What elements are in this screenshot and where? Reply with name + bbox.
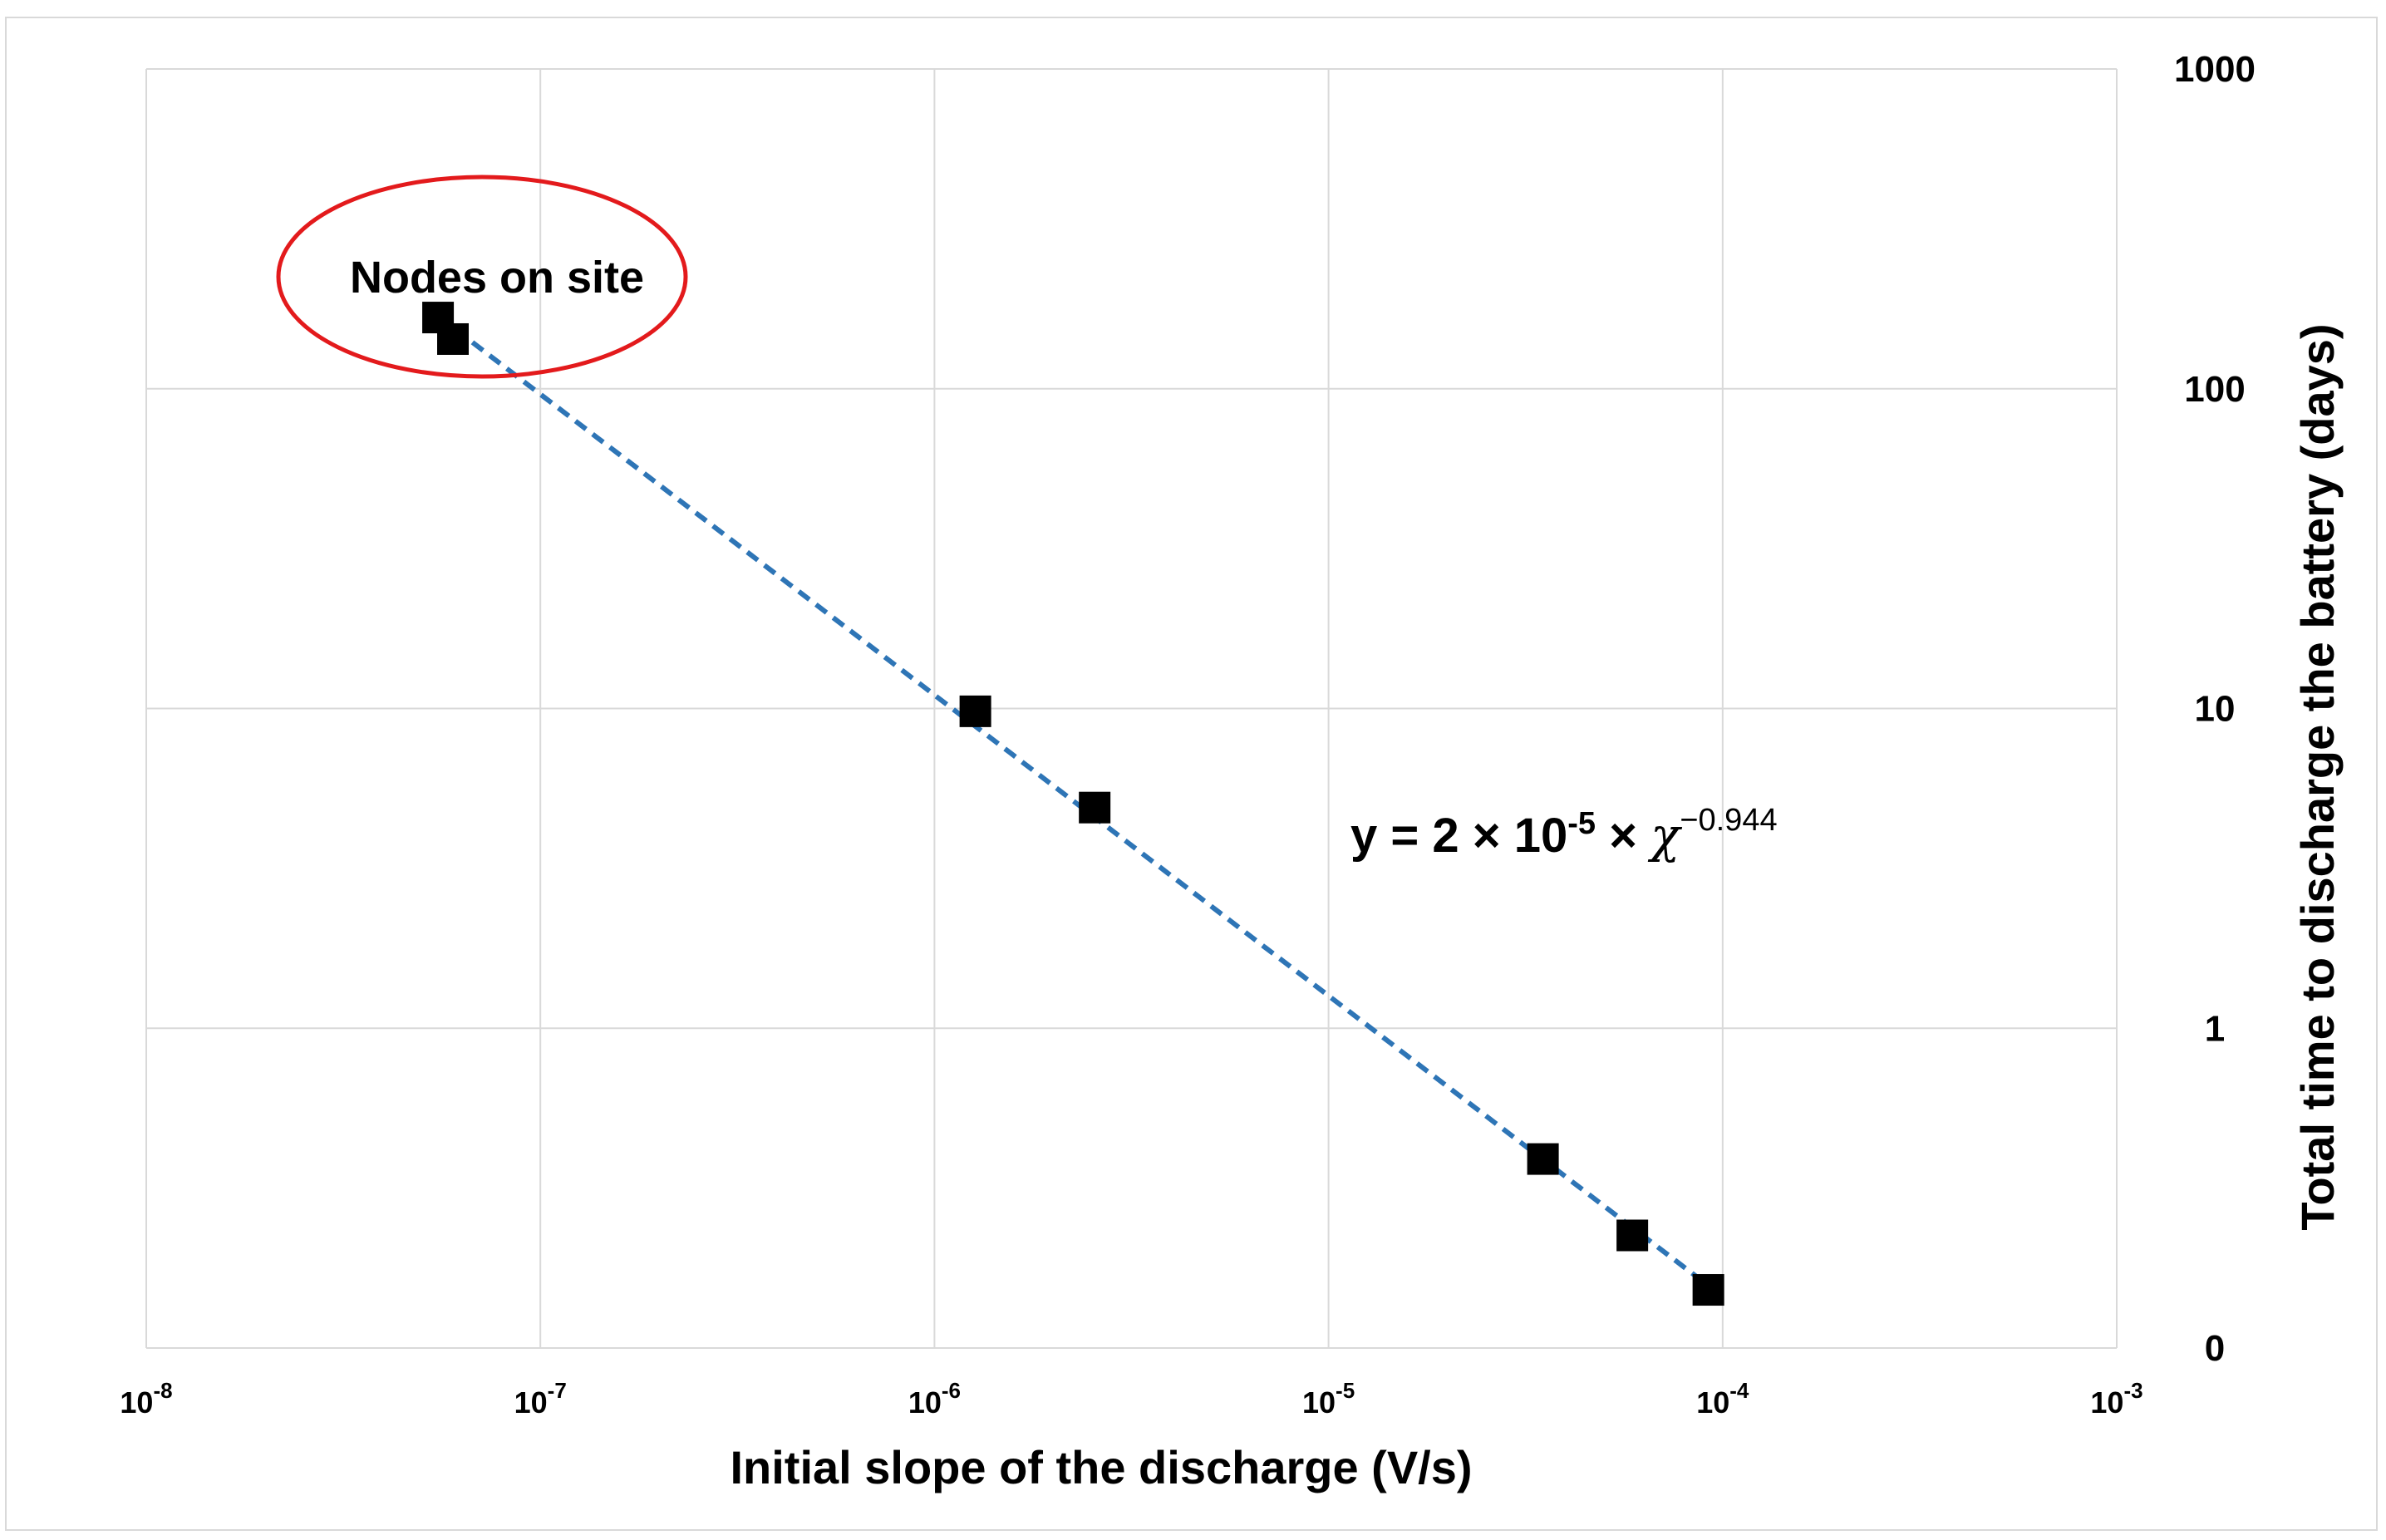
y-axis-label: Total time to discharge the battery (day… [2291,323,2344,1230]
y-tick-label: 100 [2184,369,2245,410]
equation-times: × [1596,809,1651,863]
x-tick-label: 10-6 [908,1378,961,1419]
x-tick-label: 10-4 [1696,1378,1749,1419]
annotation-ellipse [276,175,688,379]
data-points [422,302,1724,1306]
annotation-text: Nodes on site [350,253,644,303]
trendline-group [436,314,1710,1288]
data-point [959,695,991,727]
x-tick-label: 10-3 [2090,1378,2142,1419]
x-tick-label: 10-8 [120,1378,172,1419]
trendline [436,314,1710,1288]
x-axis-label: Initial slope of the discharge (V/s) [730,1441,1472,1493]
equation-lhs: y = 2 × 10 [1350,809,1567,863]
equation-variable: 𝜒 [1647,807,1682,863]
trendline-equation: y = 2 × 10-5 × 𝜒−0.944 [1350,803,1778,863]
y-tick-label: 10 [2195,689,2236,730]
data-point [1692,1274,1724,1306]
chart-frame [5,17,2378,1531]
equation-lhs-exponent: -5 [1567,806,1596,841]
gridlines [145,68,2118,1349]
data-point [1079,791,1111,824]
x-tick-label: 10-7 [514,1378,567,1419]
data-point [436,322,469,355]
y-tick-label: 1000 [2174,49,2256,90]
y-tick-label: 0 [2205,1328,2225,1369]
y-tick-label: 1 [2205,1008,2225,1049]
data-point [1527,1143,1559,1175]
data-point [1616,1219,1649,1252]
x-tick-labels: 10-8 10-7 10-6 10-5 10-4 10-3 [120,1378,2142,1419]
equation-exponent: −0.944 [1680,803,1777,838]
x-tick-label: 10-5 [1302,1378,1355,1419]
